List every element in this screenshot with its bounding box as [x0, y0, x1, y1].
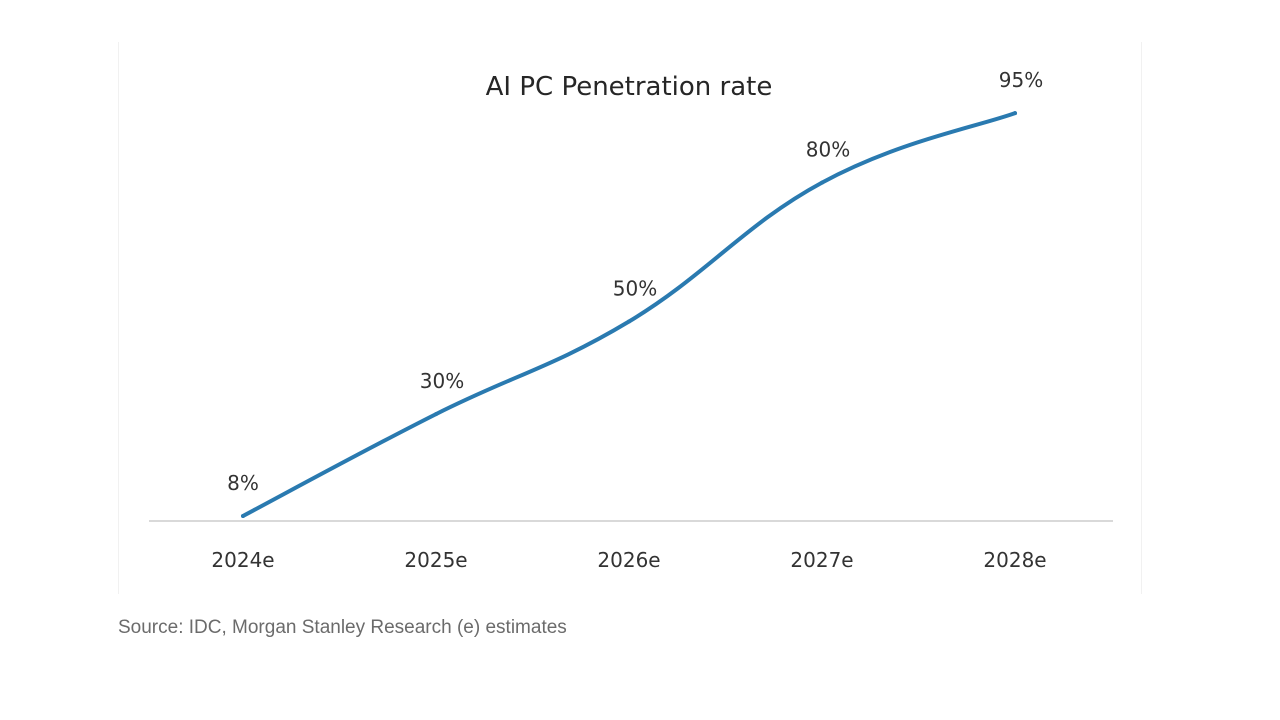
data-point: [241, 513, 245, 518]
line-chart: AI PC Penetration rate 8% 30% 50% 80% 95% 20…: [149, 68, 1113, 572]
x-tick-label: 2024e: [211, 548, 274, 572]
chart-title: AI PC Penetration rate: [486, 72, 773, 102]
x-tick-label: 2025e: [404, 548, 467, 572]
data-label: 8%: [227, 471, 259, 495]
data-point: [820, 180, 824, 185]
data-point: [1013, 111, 1017, 116]
data-label: 50%: [613, 277, 657, 301]
x-tick-layer: 2024e 2025e 2026e 2027e 2028e: [211, 548, 1046, 572]
x-tick-label: 2028e: [983, 548, 1046, 572]
data-point: [627, 319, 631, 324]
x-tick-label: 2026e: [597, 548, 660, 572]
chart-panel: AI PC Penetration rate 8% 30% 50% 80% 95% 20…: [118, 42, 1142, 594]
data-label: 80%: [806, 138, 850, 162]
data-label: 95%: [999, 68, 1043, 92]
series-line: [241, 111, 1017, 518]
x-tick-label: 2027e: [790, 548, 853, 572]
source-note: Source: IDC, Morgan Stanley Research (e)…: [118, 617, 567, 638]
data-point: [434, 412, 438, 417]
data-label-layer: 8% 30% 50% 80% 95%: [227, 68, 1043, 495]
data-label: 30%: [420, 369, 464, 393]
series-layer: [241, 111, 1017, 518]
